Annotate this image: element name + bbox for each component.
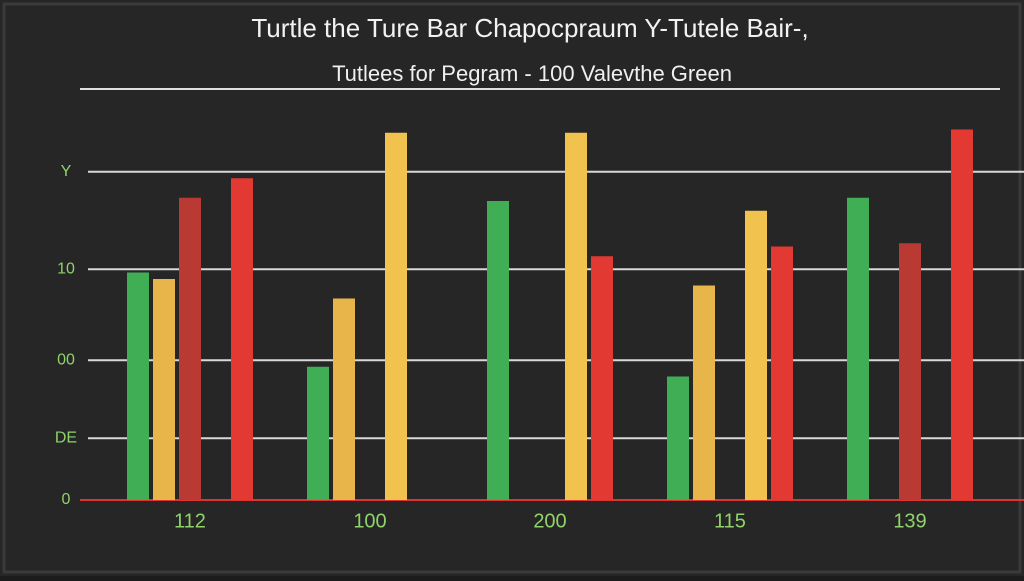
bar [565,132,587,500]
bar [899,243,921,500]
x-tick-label: 115 [714,510,746,532]
bar [333,298,355,500]
y-tick-label: 00 [57,351,75,368]
bar [179,197,201,500]
y-tick-label: DE [55,429,77,446]
bar [771,246,793,500]
bar [307,366,329,500]
bar [231,178,253,500]
bar [667,376,689,500]
x-tick-label: 100 [353,510,386,532]
bar [127,272,149,500]
bar [745,210,767,500]
bar [847,197,869,500]
x-tick-label: 112 [174,510,206,532]
y-tick-label: Y [61,163,72,180]
chart-title: Turtle the Ture Bar Chapocpraum Y-Tutele… [251,13,808,43]
x-tick-label: 200 [533,510,566,532]
bar [693,285,715,500]
x-tick-label: 139 [893,510,926,532]
bar [385,132,407,500]
chart-subtitle: Tutlees for Pegram - 100 Valevthe Green [332,61,732,86]
bar [951,129,973,500]
bar [153,279,175,500]
y-tick-label: 0 [62,491,71,508]
bar [591,256,613,500]
y-tick-label: 10 [57,260,75,277]
bar [487,201,509,500]
